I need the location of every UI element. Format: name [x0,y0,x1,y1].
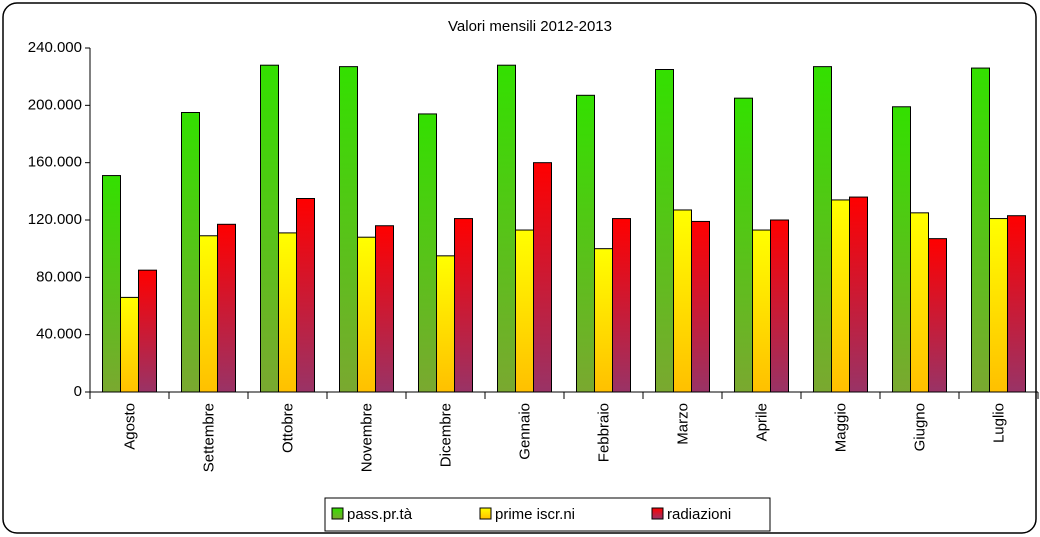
legend-label: radiazioni [667,506,731,523]
bar [928,238,947,393]
bar [1007,215,1026,393]
y-tick-label: 80.000 [36,268,82,285]
x-tick-label: Novembre [358,403,375,472]
bar [339,66,358,393]
bar [375,225,394,393]
bar [296,198,315,393]
bar [357,236,376,393]
x-tick-label: Maggio [832,403,849,452]
bar [436,255,455,393]
bar [655,69,674,393]
bar [260,64,279,393]
bar [515,229,534,393]
bar [138,269,157,393]
bar [989,218,1008,393]
bar [734,97,753,393]
y-tick-label: 0 [74,383,82,400]
bar [181,112,200,393]
bar [418,113,437,393]
x-tick-label: Marzo [674,403,691,445]
bar [892,106,911,393]
y-tick-label: 120.000 [28,211,82,228]
bar [813,66,832,393]
bar [278,232,297,393]
legend-swatch [331,507,344,520]
x-tick-label: Agosto [121,403,138,450]
bar [752,229,771,393]
legend [324,497,771,532]
bar [971,67,990,393]
bar [102,175,121,393]
bar [831,199,850,393]
legend-swatch [651,507,664,520]
x-tick-label: Luglio [990,403,1007,443]
bar [576,94,595,393]
y-tick-label: 240.000 [28,39,82,56]
legend-label: pass.pr.tà [347,506,413,523]
bar [594,248,613,393]
bar [533,162,552,393]
chart-title: Valori mensili 2012-2013 [448,18,612,35]
bar [691,220,710,393]
y-tick-label: 40.000 [36,326,82,343]
bar [497,64,516,393]
bar [910,212,929,393]
x-tick-label: Febbraio [595,403,612,462]
bar [849,196,868,393]
x-tick-label: Gennaio [516,403,533,460]
legend-label: prime iscr.ni [495,506,575,523]
legend-swatch [479,507,492,520]
bar [612,218,631,393]
y-tick-label: 200.000 [28,96,82,113]
x-tick-label: Settembre [200,403,217,472]
x-tick-label: Ottobre [279,403,296,453]
x-tick-label: Giugno [911,403,928,451]
x-tick-label: Dicembre [437,403,454,467]
bar [673,209,692,393]
x-tick-label: Aprile [753,403,770,441]
y-tick-label: 160.000 [28,154,82,171]
bar [120,296,139,393]
bar [770,219,789,393]
bar [454,218,473,393]
bar [199,235,218,393]
bar [217,223,236,393]
